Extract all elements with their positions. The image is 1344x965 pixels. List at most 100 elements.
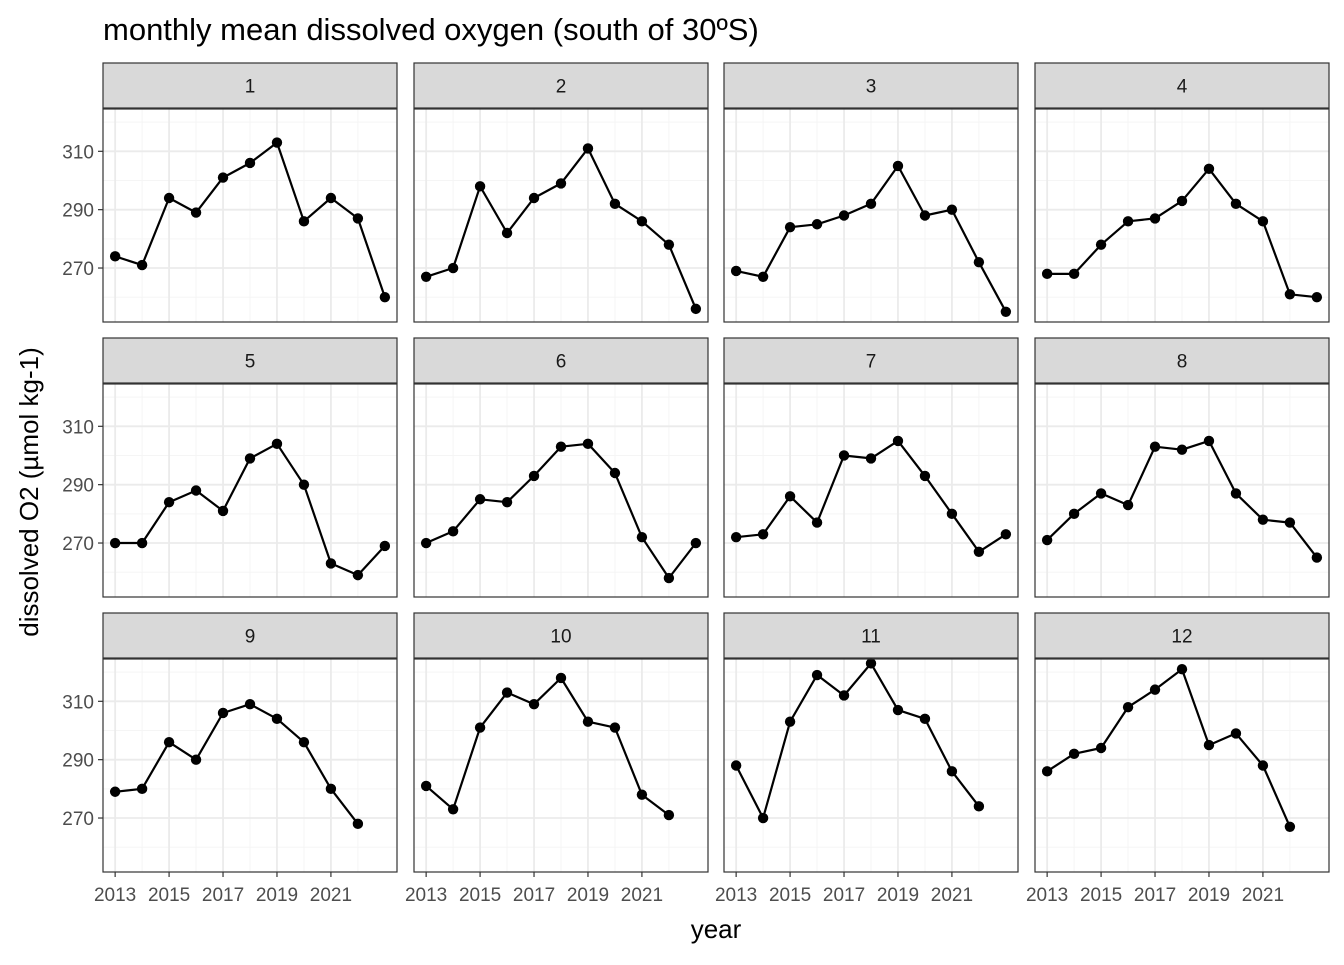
data-point [1068,508,1080,520]
x-tick-label: 2017 [1134,885,1176,906]
data-point [298,479,310,490]
x-tick-label: 2013 [715,885,757,906]
data-point [609,722,621,733]
panel-border [413,383,709,598]
data-point [1041,268,1053,280]
data-point [690,303,702,315]
data-point [1311,552,1323,563]
x-tick-label: 2013 [1026,885,1068,906]
data-point [730,760,742,771]
panel-border [102,383,398,598]
data-point [1257,514,1269,525]
data-point [919,470,931,482]
data-point [271,713,283,725]
facet-strip [413,612,709,659]
data-point [136,783,148,795]
data-point [190,754,202,765]
y-tick-label: 270 [62,809,94,830]
data-point [109,537,121,549]
data-point [838,450,850,461]
data-point [919,713,931,725]
facet-strip [102,612,398,659]
panel-border [413,108,709,323]
data-point [501,227,513,239]
x-tick-label: 2015 [1080,885,1122,906]
facet-strip [1034,337,1330,384]
data-point [892,160,904,172]
data-point [1122,216,1134,227]
panel-border [102,658,398,873]
facet-strip-label: 7 [866,352,877,373]
data-point [757,529,769,540]
data-point [474,494,486,505]
data-point [447,804,459,815]
facet-strip-label: 4 [1177,77,1188,98]
chart-title: monthly mean dissolved oxygen (south of … [103,12,759,47]
data-point [973,256,985,268]
data-point [528,470,540,482]
data-point [447,262,459,274]
data-point [352,818,364,830]
data-point [1095,239,1107,250]
data-point [1041,766,1053,777]
panel-border [102,108,398,323]
data-point [528,699,540,710]
facet-strip [1034,62,1330,109]
facet-strip-label: 2 [556,77,567,98]
data-point [1230,488,1242,499]
x-tick-label: 2021 [1242,885,1284,906]
facet-strip-label: 9 [245,627,256,648]
data-point [1176,195,1188,207]
data-point [636,216,648,227]
data-point [244,453,256,464]
data-point [501,687,513,698]
facet-2: 2 [413,62,709,323]
data-point [784,491,796,502]
facet-strip [723,612,1019,659]
data-point [244,699,256,710]
data-point [1041,534,1053,546]
facet-strip [1034,612,1330,659]
data-point [811,517,823,528]
data-point [1000,529,1012,540]
data-point [1068,748,1080,760]
data-point [1149,684,1161,695]
data-point [1230,198,1242,210]
x-tick-label: 2019 [1188,885,1230,906]
panel-border [723,108,1019,323]
data-point [690,537,702,549]
series-line [735,662,980,820]
data-point [555,178,567,189]
panel-border [1034,383,1330,598]
y-axis-label: dissolved O2 (µmol kg-1) [14,347,44,637]
x-tick-label: 2021 [310,885,352,906]
facet-strip [413,337,709,384]
y-tick-label: 310 [62,142,94,163]
facet-strip-label: 6 [556,352,567,373]
x-tick-label: 2015 [769,885,811,906]
x-tick-label: 2013 [405,885,447,906]
facet-panels: 1 270 290 310 2 3 4 5 270 290 310 6 7 8 9 270 290 310 2013… [62,62,1330,906]
data-point [298,216,310,227]
data-point [919,210,931,221]
facet-7: 7 [723,337,1019,598]
data-point [217,707,229,719]
data-point [1122,499,1134,511]
data-point [163,496,175,508]
data-point [784,716,796,727]
data-point [474,181,486,192]
data-point [1284,517,1296,528]
data-point [244,157,256,169]
facet-1: 1 270 290 310 [62,62,398,323]
data-point [420,271,432,282]
data-point [1257,760,1269,771]
data-point [1176,664,1188,675]
x-tick-label: 2021 [621,885,663,906]
data-point [784,221,796,233]
facet-strip-label: 8 [1177,352,1188,373]
x-tick-label: 2015 [459,885,501,906]
facet-9: 9 270 290 310 2013 2015 2017 2019 2021 [62,612,398,906]
facet-strip [723,62,1019,109]
